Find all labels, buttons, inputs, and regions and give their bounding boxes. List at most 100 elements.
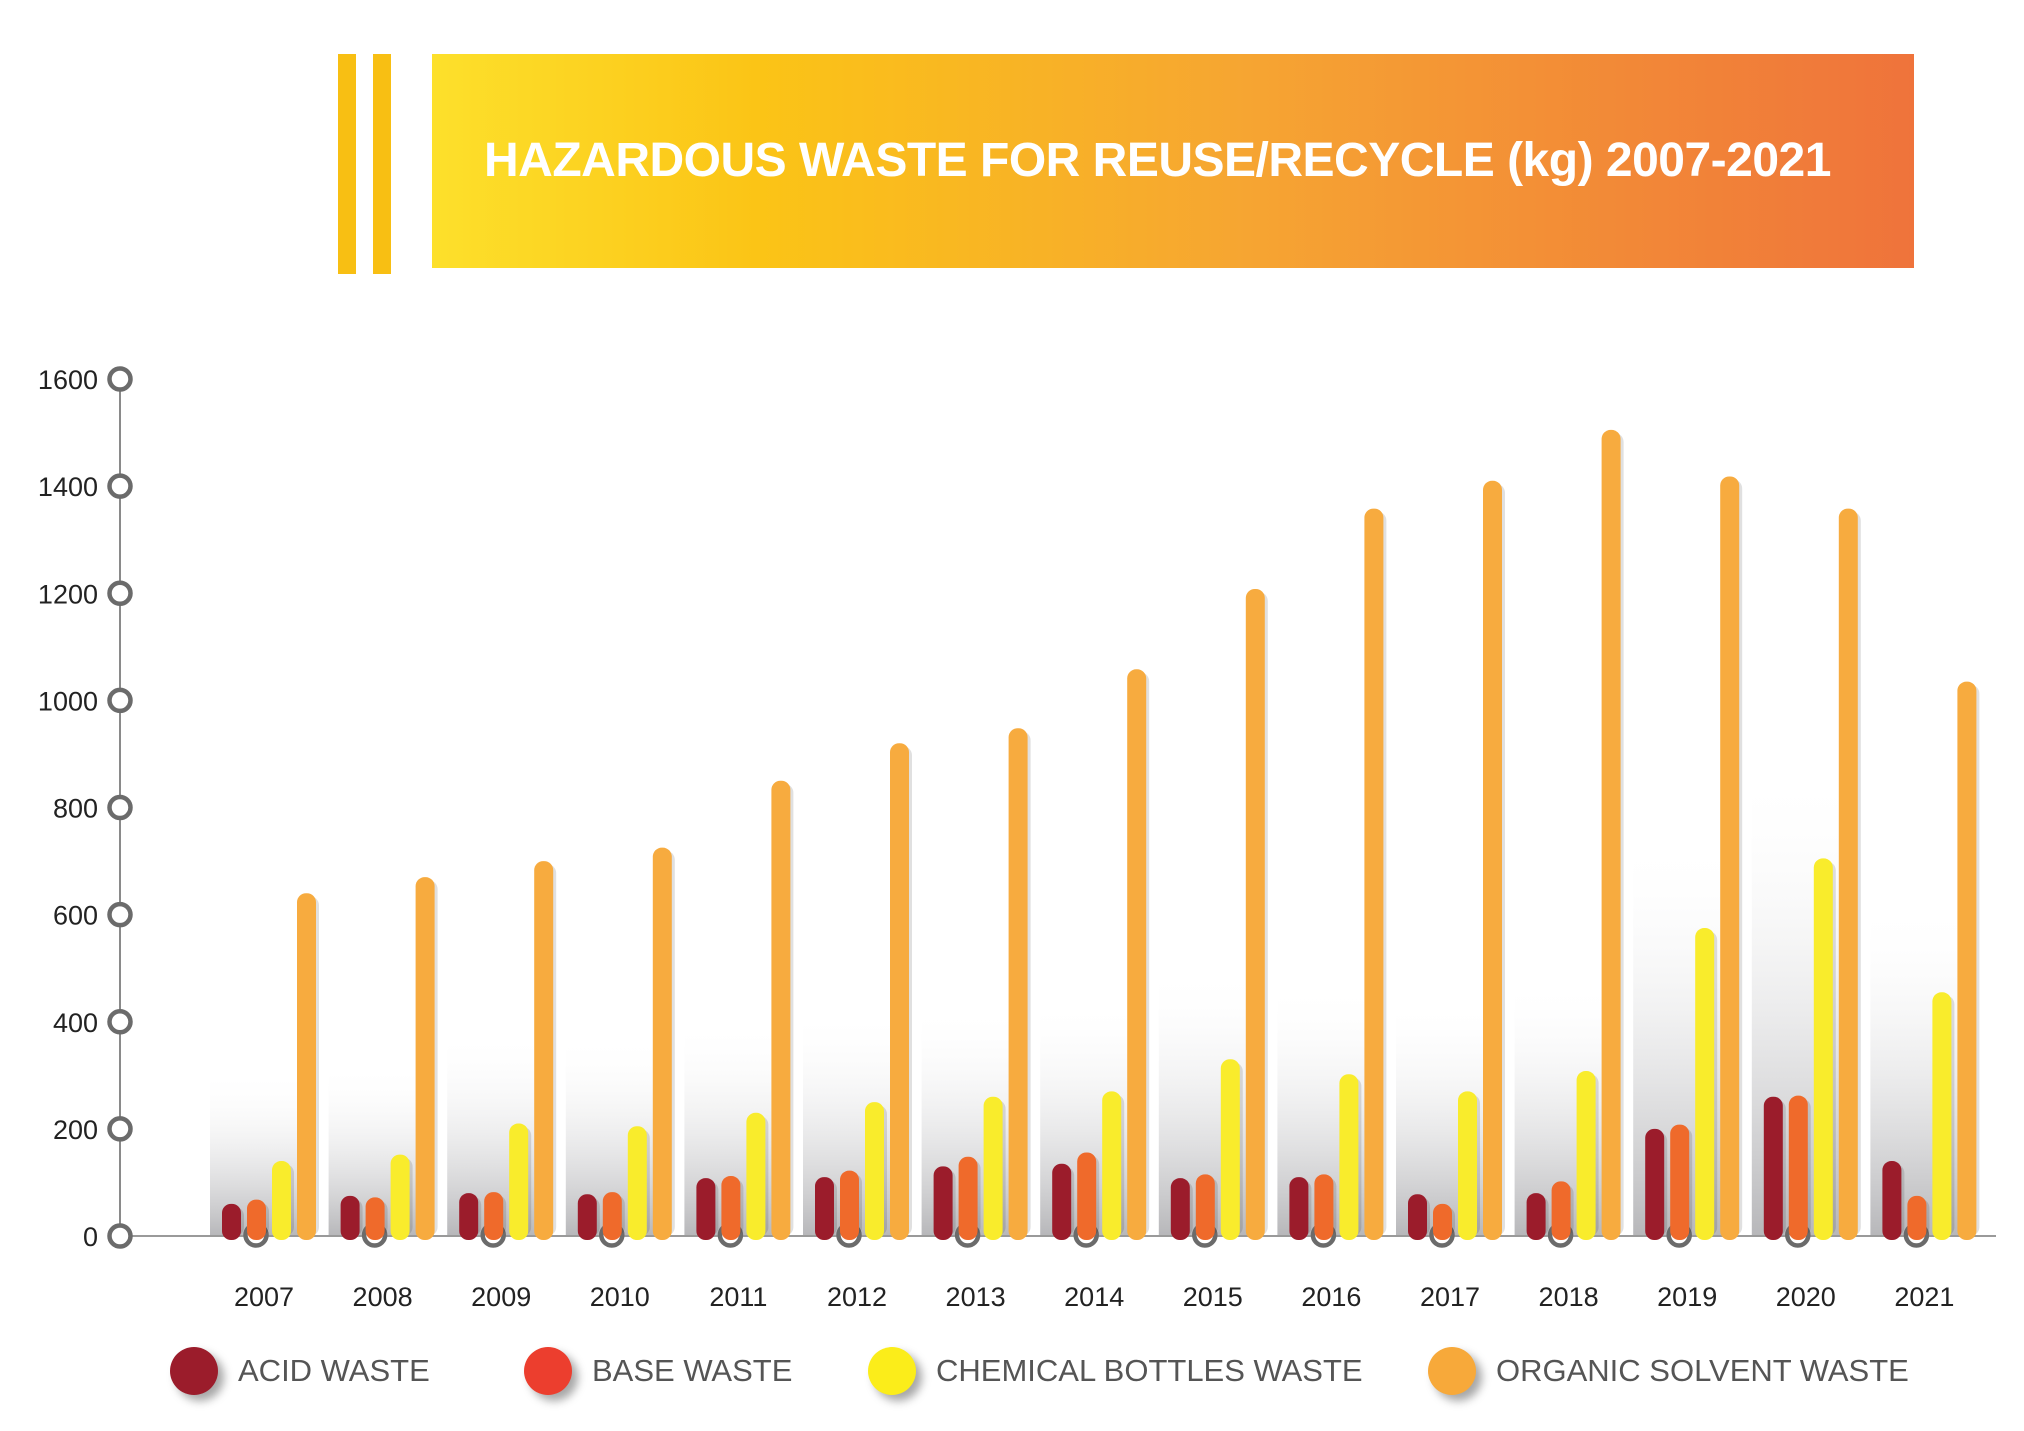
legend-swatch: [170, 1347, 218, 1395]
title-banner: HAZARDOUS WASTE FOR REUSE/RECYCLE (kg) 2…: [432, 54, 1914, 268]
x-tick-label: 2016: [1301, 1282, 1361, 1312]
bar: [247, 1199, 266, 1240]
y-tick-label: 1600: [38, 365, 98, 395]
bar: [1170, 1178, 1190, 1240]
bar: [1695, 928, 1715, 1240]
bar: [1932, 992, 1952, 1240]
bar: [1433, 1203, 1452, 1240]
y-tick-label: 600: [53, 901, 98, 931]
bar: [1670, 1124, 1690, 1240]
legend-label: ACID WASTE: [238, 1353, 430, 1388]
bar: [1220, 1059, 1240, 1240]
bar: [1907, 1195, 1927, 1240]
legend-label: CHEMICAL BOTTLES WASTE: [936, 1353, 1363, 1388]
y-tick-marker: [107, 1116, 133, 1142]
y-tick-marker: [107, 366, 133, 392]
bar: [746, 1112, 766, 1240]
bar: [1245, 588, 1265, 1240]
bar: [1052, 1163, 1072, 1240]
y-tick-marker: [107, 1009, 133, 1035]
bar: [771, 780, 791, 1240]
y-tick-marker: [107, 580, 133, 606]
bar: [1314, 1174, 1334, 1240]
bar: [1195, 1174, 1215, 1240]
bar: [1788, 1095, 1808, 1240]
x-tick-label: 2008: [353, 1282, 413, 1312]
bar: [983, 1096, 1003, 1240]
x-tick-label: 2017: [1420, 1282, 1480, 1312]
bar: [390, 1154, 410, 1240]
y-tick-marker: [107, 794, 133, 821]
bar: [890, 743, 909, 1240]
bar: [652, 847, 672, 1240]
bar: [272, 1161, 291, 1240]
bar: [1551, 1181, 1571, 1240]
bar: [297, 893, 316, 1240]
bar: [1127, 669, 1147, 1240]
bar: [1838, 508, 1858, 1241]
y-tick-marker: [107, 473, 133, 499]
bar: [1526, 1193, 1546, 1240]
chart-title: HAZARDOUS WASTE FOR REUSE/RECYCLE (kg) 2…: [484, 134, 1831, 187]
x-tick-label: 2010: [590, 1282, 650, 1312]
bar: [459, 1193, 479, 1240]
y-tick-marker: [107, 901, 133, 928]
bar: [958, 1156, 978, 1240]
bar: [1102, 1091, 1122, 1240]
x-tick-label: 2012: [827, 1282, 887, 1312]
bar: [1720, 476, 1740, 1240]
bar: [340, 1195, 360, 1240]
x-tick-label: 2014: [1064, 1282, 1124, 1312]
bar: [1339, 1074, 1359, 1240]
bar: [1957, 681, 1977, 1240]
bar: [1289, 1177, 1309, 1240]
x-tick-label: 2020: [1776, 1282, 1836, 1312]
x-tick-label: 2007: [234, 1282, 294, 1312]
bar: [1763, 1096, 1783, 1240]
legend-swatch: [1428, 1347, 1476, 1395]
y-tick-label: 200: [53, 1115, 98, 1145]
y-tick-label: 1000: [38, 686, 98, 716]
x-tick-label: 2015: [1183, 1282, 1243, 1312]
bar: [815, 1177, 834, 1240]
bar: [1645, 1128, 1665, 1240]
bar: [933, 1166, 953, 1240]
bar: [365, 1197, 385, 1240]
bar: [1483, 480, 1502, 1240]
y-tick-label: 400: [53, 1008, 98, 1038]
bar: [721, 1176, 741, 1240]
bar: [1364, 508, 1384, 1241]
title-accent-stripe: [338, 54, 356, 274]
bar: [865, 1102, 884, 1240]
x-tick-label: 2018: [1539, 1282, 1599, 1312]
bar: [840, 1170, 859, 1240]
bar: [1458, 1091, 1477, 1240]
bar: [1077, 1152, 1097, 1240]
bar: [415, 877, 435, 1240]
bar: [484, 1192, 504, 1240]
bar: [1882, 1161, 1902, 1240]
legend-swatch: [868, 1347, 916, 1395]
bar: [534, 861, 554, 1240]
y-tick-label: 800: [53, 794, 98, 824]
x-tick-label: 2021: [1894, 1282, 1954, 1312]
bar: [627, 1126, 647, 1240]
bar: [696, 1178, 716, 1240]
x-tick-label: 2013: [946, 1282, 1006, 1312]
y-tick-label: 0: [83, 1222, 98, 1252]
y-tick-label: 1400: [38, 472, 98, 502]
title-accent-stripe: [373, 54, 391, 274]
bar: [1576, 1071, 1596, 1240]
bar: [1601, 429, 1621, 1240]
bar: [602, 1192, 622, 1240]
x-tick-label: 2011: [709, 1282, 767, 1312]
legend-label: BASE WASTE: [592, 1353, 793, 1388]
bar: [1008, 728, 1028, 1240]
bar: [509, 1123, 529, 1240]
x-tick-label: 2019: [1657, 1282, 1717, 1312]
bar: [577, 1194, 597, 1240]
y-tick-marker: [107, 687, 133, 714]
y-tick-marker: [107, 1223, 133, 1249]
bar: [1408, 1194, 1427, 1240]
